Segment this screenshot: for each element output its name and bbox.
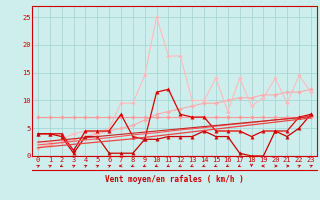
X-axis label: Vent moyen/en rafales ( km/h ): Vent moyen/en rafales ( km/h ) [105, 174, 244, 184]
